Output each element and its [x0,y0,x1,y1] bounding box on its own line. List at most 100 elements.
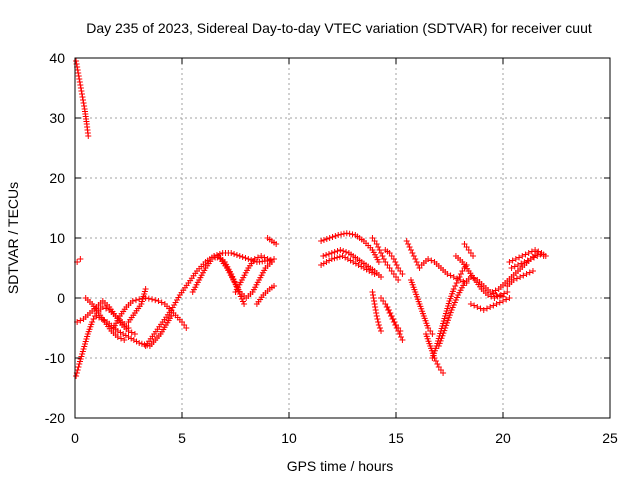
data-point-interp [406,244,413,250]
data-point-interp [393,262,400,268]
data-point [532,247,539,253]
data-point [326,235,333,241]
data-point-interp [453,280,460,286]
data-point-interp [457,271,464,277]
data-point [470,253,477,259]
data-point [136,340,143,346]
data-point-interp [387,310,394,316]
data-point [474,304,481,310]
data-point [429,331,436,337]
data-point [542,253,549,259]
data-point [390,256,397,262]
data-point [480,307,487,313]
data-point [328,256,335,262]
data-point [491,295,498,301]
data-point [85,133,92,139]
data-point-interp [334,254,341,261]
data-point-interp [74,67,81,73]
data-point [525,250,532,256]
data-point [384,304,391,310]
data-point-interp [78,88,85,94]
data-point [373,241,380,247]
y-tick-label: 40 [49,50,65,66]
data-point-interp [239,254,246,260]
x-tick-label: 5 [178,430,186,446]
y-tick-label: -20 [45,410,65,426]
data-point [328,250,335,256]
data-point [450,286,457,292]
data-point-interp [396,331,403,337]
y-tick-label: 10 [49,230,65,246]
data-point [258,253,265,259]
data-point-interp [447,272,454,279]
plot-frame [74,57,611,419]
data-point [497,292,504,298]
data-points [73,58,549,379]
data-point [337,247,344,253]
data-point [407,247,414,253]
data-point [412,256,419,262]
y-tick-label: 0 [57,290,65,306]
data-point-interp [231,251,238,257]
data-point [268,259,275,265]
data-point [489,289,496,295]
data-point-interp [118,335,125,342]
data-point-interp [336,253,343,260]
data-point [245,256,252,262]
data-point-interp [145,295,152,302]
data-point [371,271,378,277]
data-point [504,289,511,295]
data-point-interp [329,234,336,240]
data-point [343,230,350,237]
data-point-interp [254,254,261,261]
data-point [183,325,190,331]
chart-title: Day 235 of 2023, Sidereal Day-to-day VTE… [86,20,592,36]
data-point-interp [75,364,82,370]
data-point-interp [488,293,495,300]
data-point-interp [78,91,85,97]
data-point-interp [526,269,533,276]
x-tick-labels: 0 5 10 15 20 25 [71,430,618,446]
data-point-interp [374,316,381,322]
data-point-interp [520,272,527,279]
data-point [335,232,342,238]
data-point [485,292,492,298]
data-point-interp [440,330,447,337]
data-point-interp [483,305,490,312]
data-point-interp [428,257,435,264]
data-point [487,304,494,310]
data-point-interp [349,231,356,238]
data-point-interp [390,316,397,322]
data-point [211,253,218,259]
y-axis-label: SDTVAR / TECUs [5,182,21,294]
x-tick-label: 15 [388,430,404,446]
data-point [450,274,457,280]
x-tick-label: 0 [71,430,79,446]
data-point [77,256,84,262]
data-point-interp [379,253,386,259]
data-point-interp [434,361,441,367]
data-point-interp [492,287,499,294]
data-point-interp [325,251,332,257]
data-point [75,70,82,76]
data-point-interp [76,76,83,82]
data-point [493,301,500,307]
data-point [373,313,380,319]
data-point [142,286,149,292]
data-point-interp [103,305,110,312]
x-tick-label: 20 [495,430,511,446]
data-point-interp [242,255,249,261]
data-point-interp [233,252,240,258]
data-point-interp [340,248,347,254]
data-point-interp [373,310,380,316]
data-point [251,256,258,262]
data-point [369,289,376,295]
data-point-interp [75,73,82,79]
data-point [320,253,327,259]
data-point-interp [436,340,443,347]
data-point-interp [413,259,420,265]
y-tick-label: -10 [45,350,65,366]
data-point [378,328,385,334]
data-point-interp [391,319,398,325]
data-point-interp [447,309,454,316]
